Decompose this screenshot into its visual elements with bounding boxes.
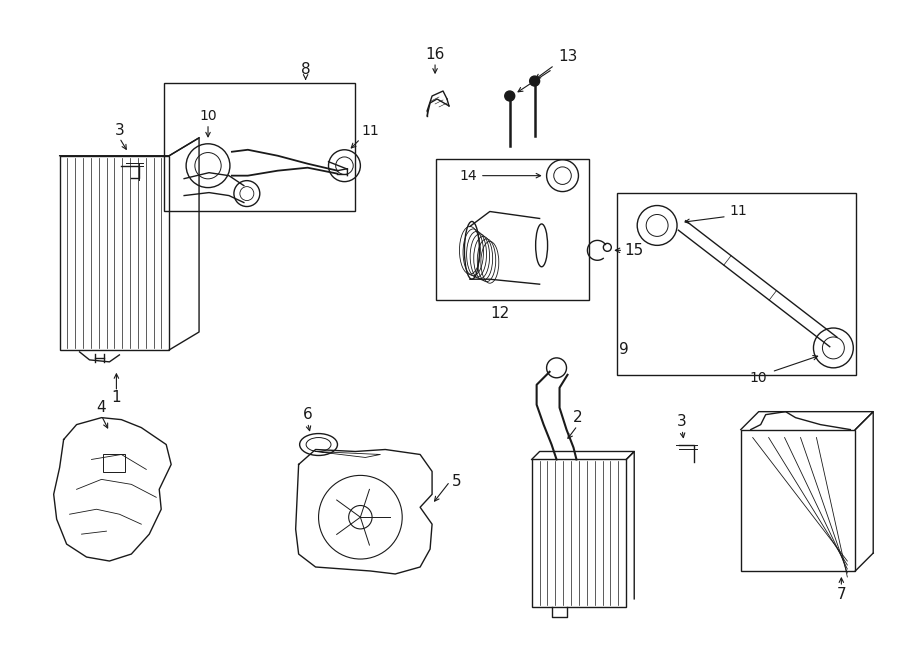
Text: 1: 1	[112, 390, 122, 405]
Text: 13: 13	[558, 49, 577, 63]
Text: 5: 5	[452, 474, 462, 489]
Text: 11: 11	[362, 124, 379, 138]
Bar	[617, 192, 856, 375]
Text: 3: 3	[114, 124, 124, 138]
Text: 2: 2	[572, 410, 582, 425]
Text: 10: 10	[199, 109, 217, 123]
Text: 8: 8	[301, 61, 310, 77]
Text: 7: 7	[836, 588, 846, 602]
Circle shape	[505, 91, 515, 101]
Circle shape	[530, 76, 540, 86]
Bar	[164, 83, 356, 210]
Text: 3: 3	[677, 414, 687, 429]
Text: 6: 6	[302, 407, 312, 422]
Text: 10: 10	[750, 371, 768, 385]
Text: 9: 9	[619, 342, 629, 358]
Bar	[436, 159, 590, 300]
Bar	[104, 455, 125, 473]
Text: 14: 14	[459, 169, 477, 182]
Text: 12: 12	[491, 305, 509, 321]
Text: 11: 11	[730, 204, 748, 217]
Text: 15: 15	[625, 243, 643, 258]
Text: 16: 16	[426, 47, 445, 61]
Bar	[741, 430, 855, 571]
Bar	[532, 459, 626, 607]
Text: 4: 4	[96, 400, 106, 415]
Bar	[59, 156, 169, 350]
